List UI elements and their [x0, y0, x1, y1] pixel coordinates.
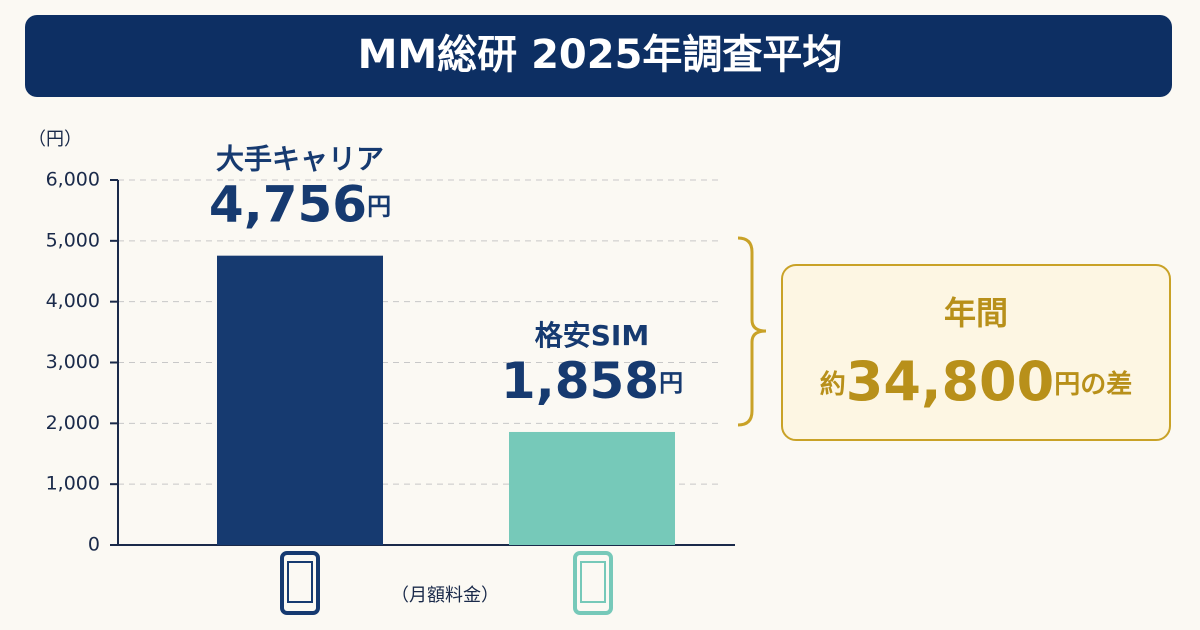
y-tick-label: 0	[88, 534, 100, 556]
annotation-suffix: 円の差	[1054, 369, 1132, 400]
bar	[217, 255, 383, 545]
phone-body	[280, 551, 320, 615]
phone-screen	[287, 561, 313, 603]
chart-title: MM総研 2025年調査平均	[358, 32, 843, 78]
category-label: 大手キャリア	[216, 143, 384, 176]
y-tick-label: 1,000	[46, 473, 100, 495]
annotation-text: 約34,800円の差	[820, 350, 1132, 413]
annotation-box	[781, 264, 1171, 441]
value-number: 4,756	[209, 175, 367, 233]
phone-icon	[573, 551, 613, 615]
y-axis-label: （円）	[28, 129, 82, 150]
bar	[509, 431, 675, 545]
y-tick-label: 6,000	[46, 169, 100, 191]
value-number: 1,858	[501, 351, 659, 409]
x-axis-label: （月額料金）	[391, 585, 499, 606]
value-label: 4,756円	[209, 175, 391, 233]
phone-icon	[280, 551, 320, 615]
phone-body	[573, 551, 613, 615]
annotation-amount: 34,800	[846, 350, 1054, 413]
y-tick-label: 5,000	[46, 229, 100, 251]
y-tick-label: 3,000	[46, 351, 100, 373]
phone-screen	[580, 561, 606, 603]
value-unit: 円	[367, 193, 391, 221]
annotation-title: 年間	[944, 294, 1008, 332]
title-band	[25, 15, 1172, 97]
y-tick-label: 2,000	[46, 412, 100, 434]
value-label: 1,858円	[501, 351, 683, 409]
value-unit: 円	[659, 369, 683, 397]
brace	[737, 236, 767, 427]
category-label: 格安SIM	[535, 319, 649, 352]
annotation-prefix: 約	[820, 369, 846, 400]
y-tick-label: 4,000	[46, 290, 100, 312]
